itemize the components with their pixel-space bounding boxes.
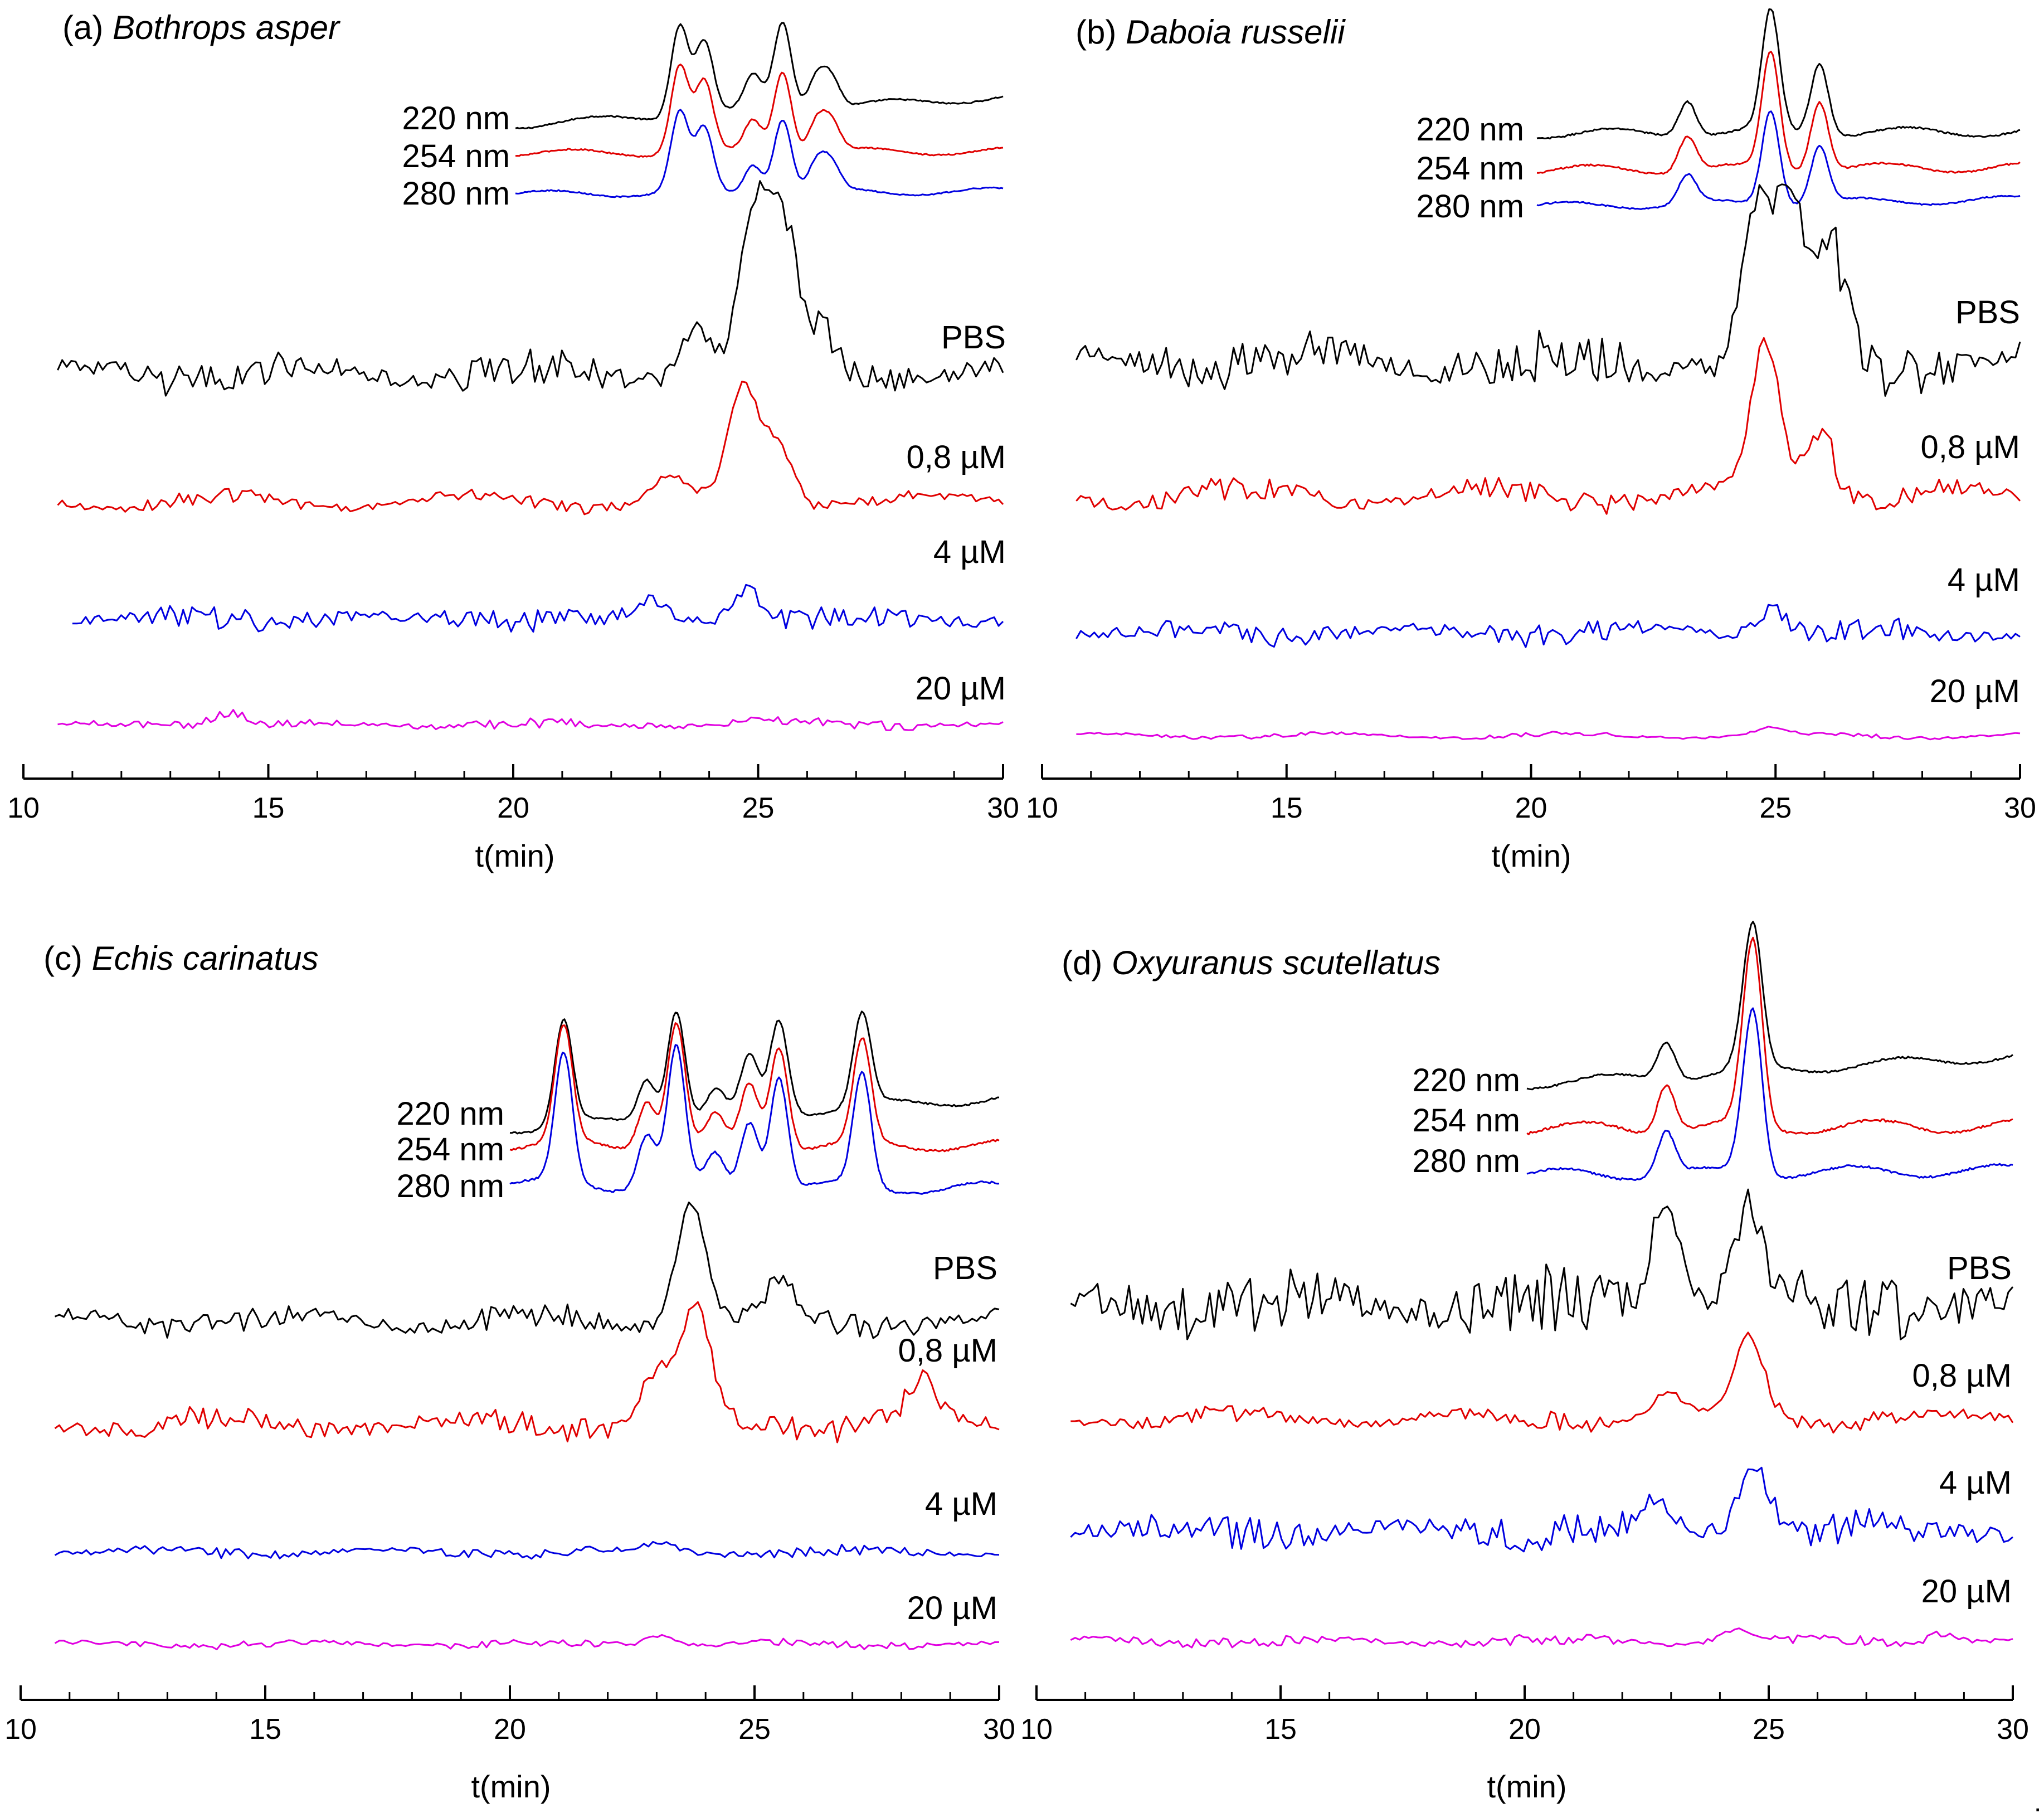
binding-trace-20um — [54, 1634, 1000, 1650]
panel-d-label-pbs: PBS — [1947, 1250, 2012, 1286]
x-tick-label: 30 — [1997, 1713, 2029, 1746]
x-tick-label: 15 — [1271, 792, 1303, 824]
uv-trace-280nm — [1536, 110, 2021, 210]
panel-c-label-4um: 4 µM — [925, 1486, 997, 1522]
panel-c-label-08um: 0,8 µM — [898, 1333, 997, 1369]
x-tick-label: 20 — [1515, 792, 1547, 824]
panel-a-label-4um: 4 µM — [933, 534, 1006, 570]
binding-trace-4um — [54, 1540, 1000, 1560]
panel-d-x-axis-title: t(min) — [1487, 1769, 1566, 1804]
binding-trace-08um — [1070, 1331, 2014, 1434]
x-tick-label: 15 — [252, 792, 285, 824]
panel-b-traces — [1075, 8, 2021, 741]
panel-a: (a) Bothrops asper 220 nm 254 nm 280 nm … — [7, 9, 1019, 873]
binding-trace-08um — [54, 1301, 1000, 1443]
panel-a-label-280nm: 280 nm — [402, 176, 510, 212]
panel-a-title: (a) Bothrops asper — [62, 9, 340, 46]
uv-trace-254nm — [1526, 936, 2013, 1135]
panel-b: (b) Daboia russelii 220 nm 254 nm 280 nm… — [1026, 8, 2036, 873]
panel-c-x-axis-title: t(min) — [471, 1769, 551, 1804]
uv-trace-220nm — [1536, 8, 2021, 140]
uv-trace-280nm — [1526, 1007, 2013, 1181]
binding-trace-pbs — [54, 1201, 1000, 1339]
panel-c-label-280nm: 280 nm — [397, 1168, 504, 1204]
panel-b-label-pbs: PBS — [1955, 294, 2020, 330]
binding-trace-20um — [57, 709, 1004, 731]
panel-b-label-08um: 0,8 µM — [1921, 429, 2020, 465]
panel-c-label-220nm: 220 nm — [397, 1096, 504, 1132]
uv-trace-280nm — [509, 1044, 1000, 1195]
panel-b-label-20um: 20 µM — [1930, 673, 2020, 709]
binding-trace-08um — [1075, 337, 2021, 515]
binding-trace-4um — [1075, 604, 2021, 648]
panel-a-label-254nm: 254 nm — [402, 138, 510, 174]
panel-d-label-4um: 4 µM — [1939, 1465, 2012, 1501]
panel-c-title: (c) Echis carinatus — [43, 940, 319, 977]
panel-d-x-axis: 10 15 20 25 30 — [1020, 1685, 2029, 1746]
panel-b-x-axis: 10 15 20 25 30 — [1026, 764, 2036, 824]
binding-trace-08um — [57, 381, 1004, 516]
x-tick-label: 20 — [497, 792, 529, 824]
panel-c: (c) Echis carinatus 220 nm 254 nm 280 nm… — [4, 940, 1015, 1804]
panel-a-x-axis: 10 15 20 25 30 — [7, 764, 1019, 824]
x-tick-label: 30 — [2004, 792, 2036, 824]
x-tick-label: 20 — [1508, 1713, 1541, 1746]
uv-trace-254nm — [1536, 51, 2021, 175]
panel-c-traces — [54, 1010, 1000, 1650]
panel-d-label-20um: 20 µM — [1921, 1573, 2012, 1610]
x-tick-label: 10 — [4, 1713, 37, 1746]
binding-trace-pbs — [57, 180, 1004, 397]
uv-trace-280nm — [515, 109, 1004, 198]
uv-trace-220nm — [515, 22, 1004, 129]
panel-c-x-axis: 10 15 20 25 30 — [4, 1685, 1015, 1746]
x-tick-label: 30 — [983, 1713, 1015, 1746]
panel-a-label-pbs: PBS — [941, 319, 1006, 356]
x-tick-label: 30 — [987, 792, 1019, 824]
panel-d-label-280nm: 280 nm — [1413, 1143, 1520, 1179]
binding-trace-pbs — [1070, 1188, 2014, 1340]
x-tick-label: 25 — [738, 1713, 771, 1746]
x-tick-label: 10 — [1020, 1713, 1053, 1746]
x-tick-label: 25 — [1753, 1713, 1785, 1746]
panel-d: (d) Oxyuranus scutellatus 220 nm 254 nm … — [1020, 921, 2029, 1804]
panel-c-label-254nm: 254 nm — [397, 1131, 504, 1168]
uv-trace-254nm — [509, 1022, 1000, 1153]
x-tick-label: 25 — [1759, 792, 1792, 824]
binding-trace-20um — [1076, 726, 2021, 741]
x-tick-label: 15 — [249, 1713, 281, 1746]
panel-a-traces — [57, 22, 1004, 731]
panel-b-label-280nm: 280 nm — [1417, 188, 1524, 225]
binding-trace-pbs — [1075, 183, 2021, 397]
uv-trace-220nm — [1526, 921, 2013, 1091]
x-tick-label: 20 — [494, 1713, 526, 1746]
binding-trace-4um — [1070, 1466, 2013, 1553]
uv-trace-220nm — [509, 1010, 1000, 1135]
panel-d-title: (d) Oxyuranus scutellatus — [1062, 944, 1440, 981]
panel-c-label-pbs: PBS — [933, 1250, 997, 1286]
panel-d-label-220nm: 220 nm — [1413, 1062, 1520, 1099]
x-tick-label: 10 — [7, 792, 40, 824]
panel-a-label-08um: 0,8 µM — [907, 439, 1006, 475]
panel-a-label-220nm: 220 nm — [402, 100, 510, 137]
x-tick-label: 10 — [1026, 792, 1058, 824]
trailing-mark: . — [2034, 1788, 2041, 1813]
panel-b-label-220nm: 220 nm — [1417, 111, 1524, 148]
panel-b-label-4um: 4 µM — [1948, 562, 2020, 598]
binding-trace-20um — [1070, 1627, 2013, 1649]
panel-c-label-20um: 20 µM — [907, 1590, 997, 1626]
panel-b-x-axis-title: t(min) — [1491, 838, 1571, 873]
panel-d-label-08um: 0,8 µM — [1912, 1358, 2012, 1394]
binding-trace-4um — [72, 584, 1004, 633]
panel-b-label-254nm: 254 nm — [1417, 150, 1524, 187]
panel-b-title: (b) Daboia russelii — [1075, 13, 1346, 51]
panel-d-traces — [1070, 921, 2014, 1649]
panel-d-label-254nm: 254 nm — [1413, 1102, 1520, 1139]
x-tick-label: 25 — [742, 792, 775, 824]
panel-a-x-axis-title: t(min) — [475, 838, 554, 873]
uv-trace-254nm — [515, 64, 1004, 158]
x-tick-label: 15 — [1264, 1713, 1297, 1746]
panel-a-label-20um: 20 µM — [916, 670, 1006, 707]
